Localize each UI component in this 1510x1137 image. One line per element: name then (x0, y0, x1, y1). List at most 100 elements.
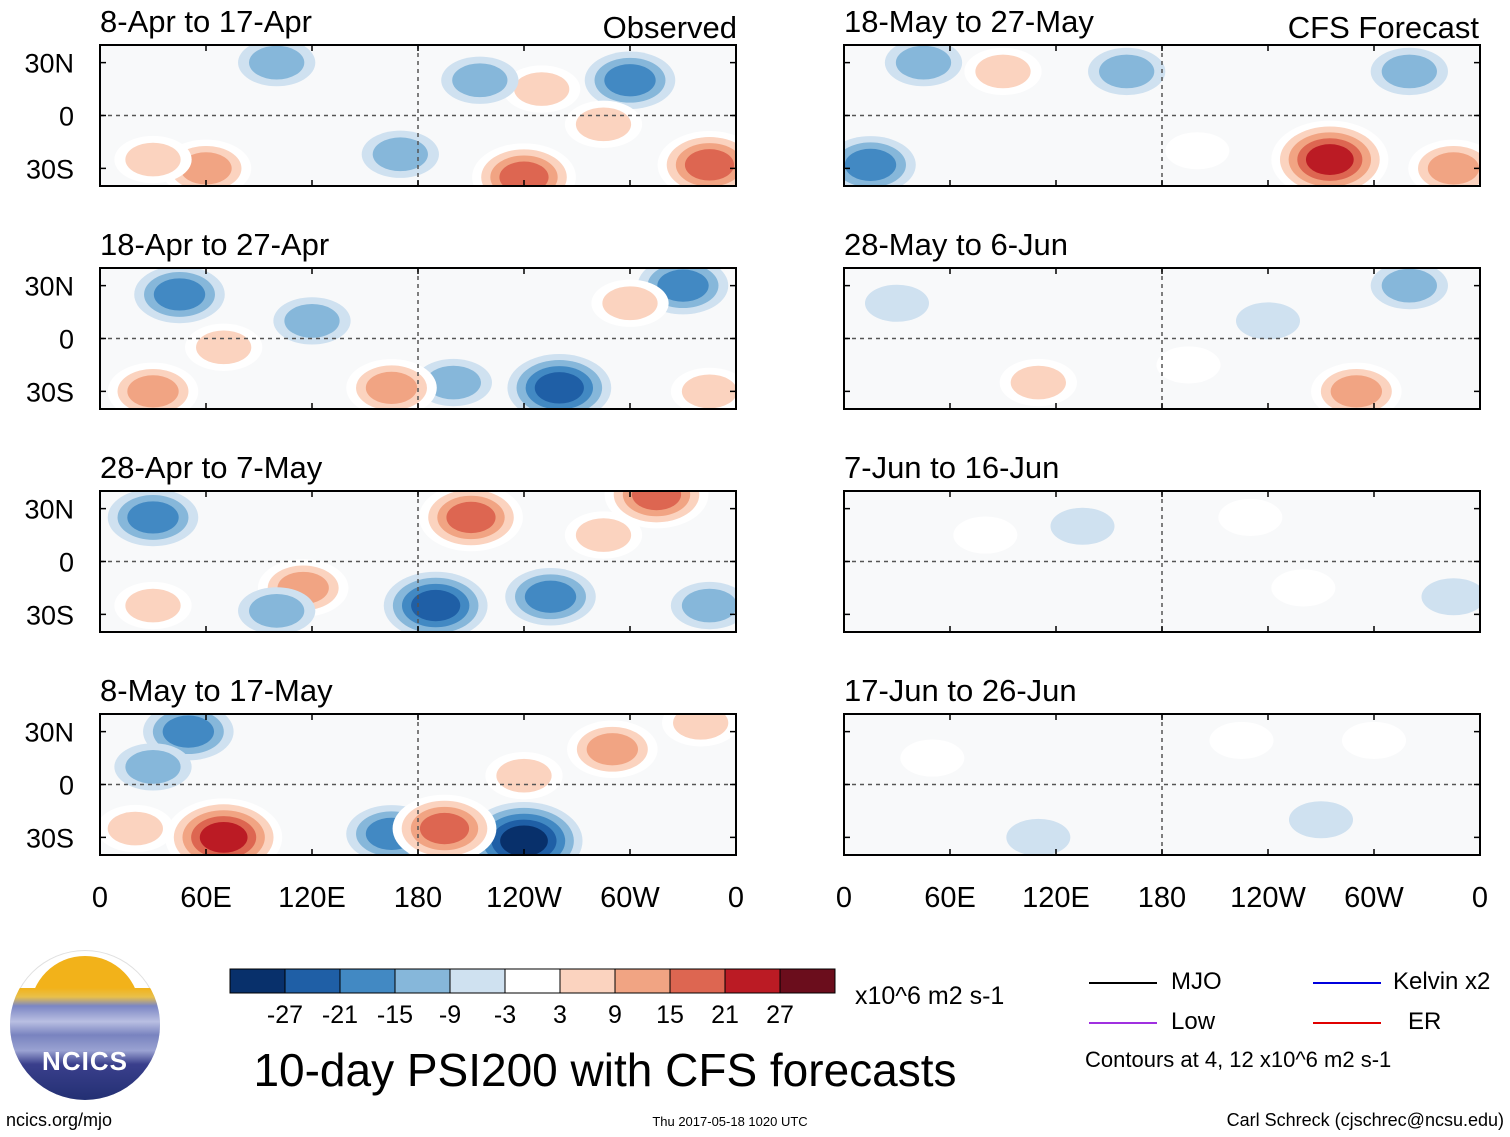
x-tick-label: 0 (836, 882, 852, 914)
anomaly-shading (1421, 578, 1480, 616)
anomaly-shading (1330, 375, 1383, 408)
panel-title: 17-Jun to 26-Jun (844, 673, 1077, 708)
y-tick-label: 0 (59, 325, 74, 355)
colorbar-swatch (779, 968, 836, 994)
anomaly-shading (1050, 507, 1115, 545)
anomaly-shading (500, 825, 548, 855)
anomaly-shading (1381, 54, 1437, 89)
footer-url: ncics.org/mjo (6, 1110, 113, 1130)
anomaly-shading (602, 286, 658, 321)
panel-field (100, 268, 736, 409)
anomaly-shading (1218, 498, 1283, 536)
anomaly-shading (107, 811, 163, 846)
panel-field (100, 491, 736, 632)
anomaly-shading (125, 750, 181, 784)
x-tick-label: 180 (394, 882, 442, 914)
legend-label-er: ER (1408, 1008, 1442, 1035)
anomaly-shading (249, 593, 305, 628)
logo-mountains (10, 988, 160, 1100)
anomaly-shading (125, 588, 181, 623)
anomaly-shading (681, 588, 736, 623)
anomaly-shading (657, 269, 709, 302)
colorbar-tick-label: -15 (377, 1001, 413, 1029)
x-tick-label: 120W (1230, 882, 1306, 914)
panel-obs-1: 8-Apr to 17-Apr 30N 0 30S (24, 4, 737, 187)
anomaly-shading (180, 152, 232, 185)
anomaly-shading (1381, 268, 1437, 303)
anomaly-shading (196, 330, 252, 365)
anomaly-shading (534, 372, 584, 404)
colorbar-tick-label: -21 (322, 1001, 358, 1029)
x-tick-label: 60W (1344, 882, 1404, 914)
anomaly-shading (425, 365, 481, 400)
footer-author: Carl Schreck (cjschrec@ncsu.edu) (1226, 1110, 1504, 1130)
legend-line-kelvin (1313, 982, 1381, 984)
y-tick-label: 30N (24, 718, 74, 748)
panel-title: 8-Apr to 17-Apr (100, 4, 312, 39)
x-tick-label: 180 (1138, 882, 1186, 914)
anomaly-shading (1235, 302, 1301, 340)
anomaly-shading (1341, 721, 1407, 759)
panel-field (100, 45, 736, 186)
colorbar-swatch (504, 968, 561, 994)
colorbar-swatch (724, 968, 781, 994)
legend-label-kelvin: Kelvin x2 (1393, 968, 1491, 995)
anomaly-shading (631, 491, 682, 511)
y-tick-label: 30N (24, 272, 74, 302)
y-tick-label: 0 (59, 771, 74, 801)
logo-text: NCICS (42, 1046, 128, 1076)
colorbar-swatch (339, 968, 396, 994)
y-tick-label: 30S (26, 154, 74, 184)
anomaly-shading (1271, 569, 1336, 607)
anomaly-shading (953, 516, 1018, 554)
anomaly-shading (681, 374, 736, 409)
anomaly-shading (895, 45, 952, 80)
y-tick-label: 30N (24, 495, 74, 525)
colorbar-tick-label: -27 (267, 1001, 303, 1029)
colorbar-tick-label: 27 (766, 1001, 794, 1029)
colorbar-swatch (229, 968, 286, 994)
anomaly-shading (684, 149, 735, 181)
anomaly-shading (419, 812, 470, 845)
anomaly-shading (372, 137, 428, 172)
ncics-logo: NCICS (10, 950, 160, 1100)
panel-title: 7-Jun to 16-Jun (844, 450, 1059, 485)
anomaly-shading (900, 739, 965, 777)
panel-title: 8-May to 17-May (100, 673, 333, 708)
legend-line-mjo (1089, 982, 1157, 984)
panel-title: 28-Apr to 7-May (100, 450, 323, 485)
anomaly-shading (575, 518, 632, 552)
anomaly-shading (452, 63, 508, 98)
figure-title: 10-day PSI200 with CFS forecasts (253, 1044, 957, 1096)
contour-legend: MJO Kelvin x2 Low ER Contours at 4, 12 x… (1085, 965, 1505, 1075)
panel-fcst-4: 17-Jun to 26-Jun (843, 673, 1481, 856)
colorbar-tick-label: 9 (608, 1001, 622, 1029)
panel-fcst-1: 18-May to 27-May (843, 4, 1481, 187)
anomaly-shading (1156, 346, 1221, 384)
colorbar-swatch (284, 968, 341, 994)
panel-fcst-2: 28-May to 6-Jun (843, 227, 1481, 410)
colorbar-tick-label: 3 (553, 1001, 567, 1029)
anomaly-shading (1165, 132, 1230, 170)
colorbar-units: x10^6 m2 s-1 (855, 982, 1005, 1010)
anomaly-shading (199, 821, 248, 853)
y-tick-label: 30N (24, 49, 74, 79)
anomaly-shading (127, 375, 179, 408)
footer-timestamp: Thu 2017-05-18 1020 UTC (652, 1114, 808, 1129)
anomaly-shading (604, 64, 656, 97)
x-tick-label: 0 (1472, 882, 1488, 914)
x-tick-label: 120E (1022, 882, 1090, 914)
anomaly-shading (1209, 721, 1274, 759)
anomaly-shading (864, 284, 930, 322)
anomaly-shading (1006, 818, 1071, 855)
legend-line-low (1089, 1022, 1157, 1024)
anomaly-shading (411, 589, 461, 622)
anomaly-shading (673, 714, 729, 740)
x-tick-label: 0 (92, 882, 108, 914)
panel-fcst-3: 7-Jun to 16-Jun (843, 450, 1481, 633)
anomaly-shading (524, 580, 577, 613)
x-tick-label: 0 (728, 882, 744, 914)
legend-label-mjo: MJO (1171, 968, 1222, 995)
panel-title: 28-May to 6-Jun (844, 227, 1068, 262)
colorbar-tick-label: -3 (494, 1001, 516, 1029)
